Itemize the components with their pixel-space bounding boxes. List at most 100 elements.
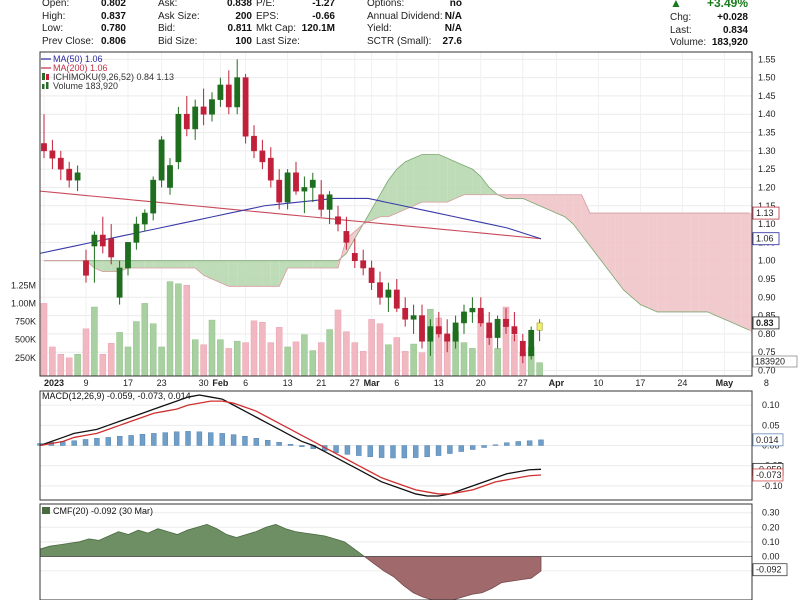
candle-body bbox=[335, 216, 341, 225]
header-value: 0.780 bbox=[100, 23, 126, 34]
ichimoku-cloud-segment bbox=[321, 260, 330, 268]
macd-histogram-bar bbox=[162, 432, 168, 446]
header-label: Last: bbox=[670, 24, 692, 36]
ichimoku-cloud-segment bbox=[480, 176, 490, 195]
ichimoku-cloud-segment bbox=[590, 213, 599, 258]
volume-bar bbox=[242, 342, 249, 377]
x-axis-label: 10 bbox=[593, 378, 603, 388]
ichimoku-cloud-segment bbox=[615, 213, 624, 290]
macd-histogram-bar bbox=[173, 431, 180, 446]
macd-histogram-bar bbox=[344, 445, 351, 455]
x-axis-label: 13 bbox=[283, 378, 293, 388]
ichimoku-cloud-segment bbox=[522, 194, 532, 203]
macd-histogram-bar bbox=[253, 438, 260, 446]
macd-histogram-bar bbox=[447, 445, 453, 454]
price-tick-label: 1.40 bbox=[758, 109, 776, 119]
x-axis-label: 9 bbox=[83, 378, 88, 388]
macd-histogram-bar bbox=[230, 434, 237, 446]
ichimoku-cloud-segment bbox=[732, 213, 742, 327]
volume-bar bbox=[233, 340, 241, 377]
candle-body bbox=[57, 157, 64, 170]
macd-title: MACD(12,26,9) -0.059, -0.073, 0.014 bbox=[42, 391, 191, 401]
volume-bar bbox=[191, 339, 199, 377]
ichimoku-cloud-segment bbox=[254, 260, 263, 287]
volume-bar bbox=[267, 342, 275, 377]
candle-body bbox=[528, 329, 535, 357]
volume-bar bbox=[494, 348, 501, 377]
macd-histogram-bar bbox=[469, 445, 476, 450]
candle-body bbox=[66, 168, 73, 181]
x-axis-label: 8 bbox=[764, 378, 769, 388]
candle-body bbox=[326, 194, 333, 210]
ichimoku-cloud-segment bbox=[632, 213, 641, 305]
macd-line bbox=[39, 394, 542, 497]
x-axis-label: 30 bbox=[199, 378, 209, 388]
x-axis-label: 23 bbox=[157, 378, 167, 388]
ichimoku-cloud-segment bbox=[396, 161, 406, 214]
ichimoku-cloud-segment bbox=[380, 180, 389, 217]
candle-body bbox=[49, 150, 56, 159]
candle-body bbox=[435, 326, 442, 335]
candle-body bbox=[519, 340, 526, 357]
ichimoku-cloud-segment bbox=[388, 169, 397, 217]
price-tick-label: 0.75 bbox=[758, 347, 776, 357]
cloud-span-b-line bbox=[44, 194, 750, 287]
header-value: 0.802 bbox=[100, 0, 126, 9]
legend-bars-icon bbox=[46, 82, 49, 89]
volume-bar bbox=[317, 342, 325, 377]
ichimoku-cloud-segment bbox=[648, 213, 658, 312]
legend-entry: MA(50) 1.06 bbox=[53, 54, 103, 64]
candle-body bbox=[183, 113, 190, 130]
header-label: Low: bbox=[42, 23, 64, 34]
volume-bar bbox=[301, 334, 308, 377]
macd-histogram-bar bbox=[94, 438, 100, 446]
volume-bar bbox=[141, 303, 149, 377]
ichimoku-cloud-segment bbox=[724, 213, 733, 323]
candle-body bbox=[83, 260, 89, 276]
candle-body bbox=[494, 318, 501, 338]
ichimoku-cloud-segment bbox=[606, 213, 616, 279]
candle-body bbox=[444, 333, 451, 342]
volume-bar bbox=[175, 283, 182, 377]
ichimoku-cloud-segment bbox=[186, 260, 196, 268]
candle-body bbox=[259, 150, 266, 163]
volume-bar bbox=[275, 327, 283, 377]
volume-bar bbox=[183, 285, 191, 377]
volume-bar bbox=[418, 352, 426, 377]
header-label: EPS: bbox=[256, 10, 279, 22]
ichimoku-cloud-segment bbox=[438, 154, 448, 203]
macd-histogram-bar bbox=[390, 445, 396, 459]
ichimoku-cloud-segment bbox=[430, 154, 439, 203]
percent-change: +3.49% bbox=[706, 0, 748, 10]
header-value: 0.806 bbox=[100, 35, 126, 47]
volume-bar bbox=[57, 353, 65, 377]
header-value: no bbox=[449, 0, 462, 9]
ichimoku-cloud-segment bbox=[312, 260, 322, 268]
macd-badge-text: -0.073 bbox=[756, 470, 782, 480]
volume-tick-label: 250K bbox=[15, 353, 36, 363]
ichimoku-cloud-segment bbox=[581, 194, 590, 247]
price-tick-label: 0.80 bbox=[758, 329, 776, 339]
volume-bar bbox=[91, 306, 98, 377]
ichimoku-cloud-segment bbox=[228, 260, 238, 287]
candle-body bbox=[360, 260, 367, 269]
volume-bar bbox=[149, 323, 157, 377]
header-value: 200 bbox=[235, 10, 252, 22]
volume-bar bbox=[116, 332, 123, 377]
candle-body bbox=[251, 135, 257, 152]
volume-badge-text: 183920 bbox=[755, 357, 785, 367]
candle-body bbox=[200, 106, 207, 115]
price-tick-label: 1.10 bbox=[758, 219, 776, 229]
x-axis-label: Apr bbox=[549, 378, 565, 388]
cmf-badge bbox=[752, 563, 788, 577]
ichimoku-cloud-segment bbox=[304, 260, 313, 268]
ichimoku-cloud-segment bbox=[514, 194, 523, 199]
price-tick-label: 1.00 bbox=[758, 256, 776, 266]
ichimoku-cloud-segment bbox=[623, 213, 632, 298]
macd-histogram-bar bbox=[265, 440, 271, 446]
candle-body bbox=[158, 139, 165, 181]
candle-body bbox=[91, 234, 98, 247]
volume-bar bbox=[334, 309, 342, 377]
macd-histogram-bar bbox=[378, 445, 385, 458]
macd-panel-border bbox=[39, 390, 753, 501]
